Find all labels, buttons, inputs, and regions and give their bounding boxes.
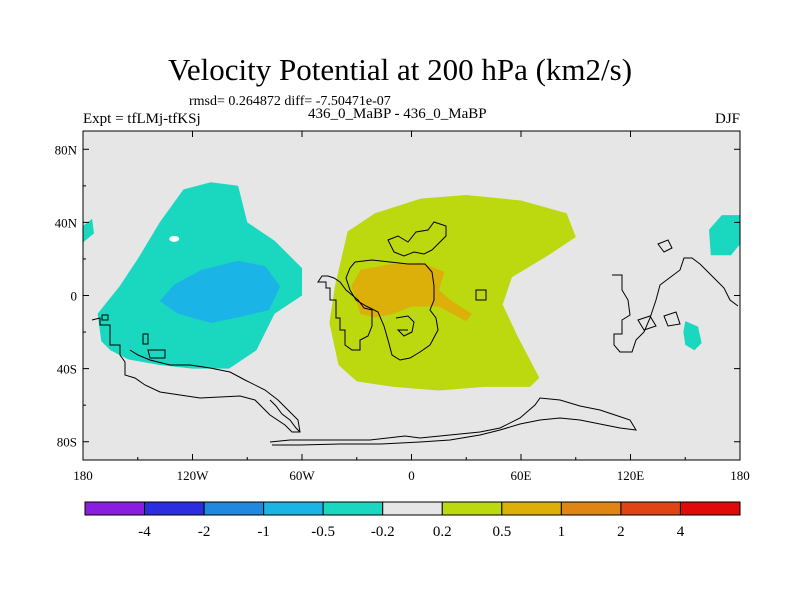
season-label: DJF (714, 111, 740, 127)
coastline-caribbean (101, 314, 166, 359)
coastline-small-island-arabia (475, 289, 487, 301)
colorbar-label: 0.5 (492, 524, 511, 540)
y-tick-label: 40N (55, 215, 78, 230)
chart-title: Velocity Potential at 200 hPa (km2/s) (167, 52, 633, 87)
case-label: 436_0_MaBP - 436_0_MaBP (308, 106, 487, 122)
colorbar-swatch (263, 501, 324, 516)
coastline-antarctica (269, 397, 637, 446)
x-tick-label: 120E (617, 468, 645, 483)
colorbar-swatch (203, 501, 265, 516)
negative-core-pacific (159, 260, 281, 323)
x-tick-label: 120W (177, 468, 210, 483)
coastline-indonesia (637, 311, 681, 331)
coastline-africa-interior (395, 315, 415, 337)
coastline-europe (387, 221, 447, 257)
y-tick-label: 80S (57, 435, 77, 450)
positive-core-africa (351, 262, 472, 322)
colorbar-label: 1 (558, 524, 566, 540)
negative-patch-west-pacific (709, 215, 740, 256)
colorbar-swatch (679, 501, 741, 516)
colorbar-swatch (560, 501, 622, 516)
coastline-antarctic-peninsula (269, 399, 301, 433)
y-tick-label: 40S (57, 362, 77, 377)
colorbar-swatch (501, 501, 562, 516)
colorbar-swatch (441, 501, 503, 516)
colorbar-label: 2 (617, 524, 625, 540)
coastline-south-america (317, 275, 373, 351)
experiment-label: Expt = tfLMj-tfKSj (83, 111, 201, 127)
colorbar-label: -0.5 (311, 524, 335, 540)
colorbar-label: 0.2 (433, 524, 452, 540)
x-tick-label: 60W (289, 468, 315, 483)
stats-label: rmsd= 0.264872 diff= -7.50471e-07 (189, 94, 391, 109)
coastline-asia (612, 257, 739, 353)
colorbar-swatch (322, 501, 384, 516)
negative-patch-south-pacific (683, 321, 702, 351)
colorbar-label: -4 (138, 524, 151, 540)
colorbar-label: -1 (257, 524, 270, 540)
positive-anomaly-atlantic-africa (329, 195, 576, 391)
coastline-outlines (91, 221, 739, 446)
negative-patch-east-pacific (83, 218, 94, 243)
x-tick-label: 180 (730, 468, 750, 483)
y-tick-label: 0 (71, 289, 78, 304)
region-gap (169, 235, 180, 242)
coastline-africa (345, 259, 439, 361)
colorbar-swatch (84, 501, 146, 516)
x-tick-label: 0 (408, 468, 415, 483)
x-tick-label: 180 (73, 468, 93, 483)
coastline-japan (657, 239, 673, 253)
colorbar-label: 4 (677, 524, 685, 540)
y-tick-label: 80N (55, 142, 78, 157)
colorbar-swatch (382, 501, 443, 516)
colorbar-label: -0.2 (371, 524, 395, 540)
coastline-americas (91, 317, 301, 433)
colorbar-swatch (144, 501, 205, 516)
colorbar-swatch (620, 501, 681, 516)
colorbar-label: -2 (198, 524, 211, 540)
x-tick-label: 60E (511, 468, 532, 483)
